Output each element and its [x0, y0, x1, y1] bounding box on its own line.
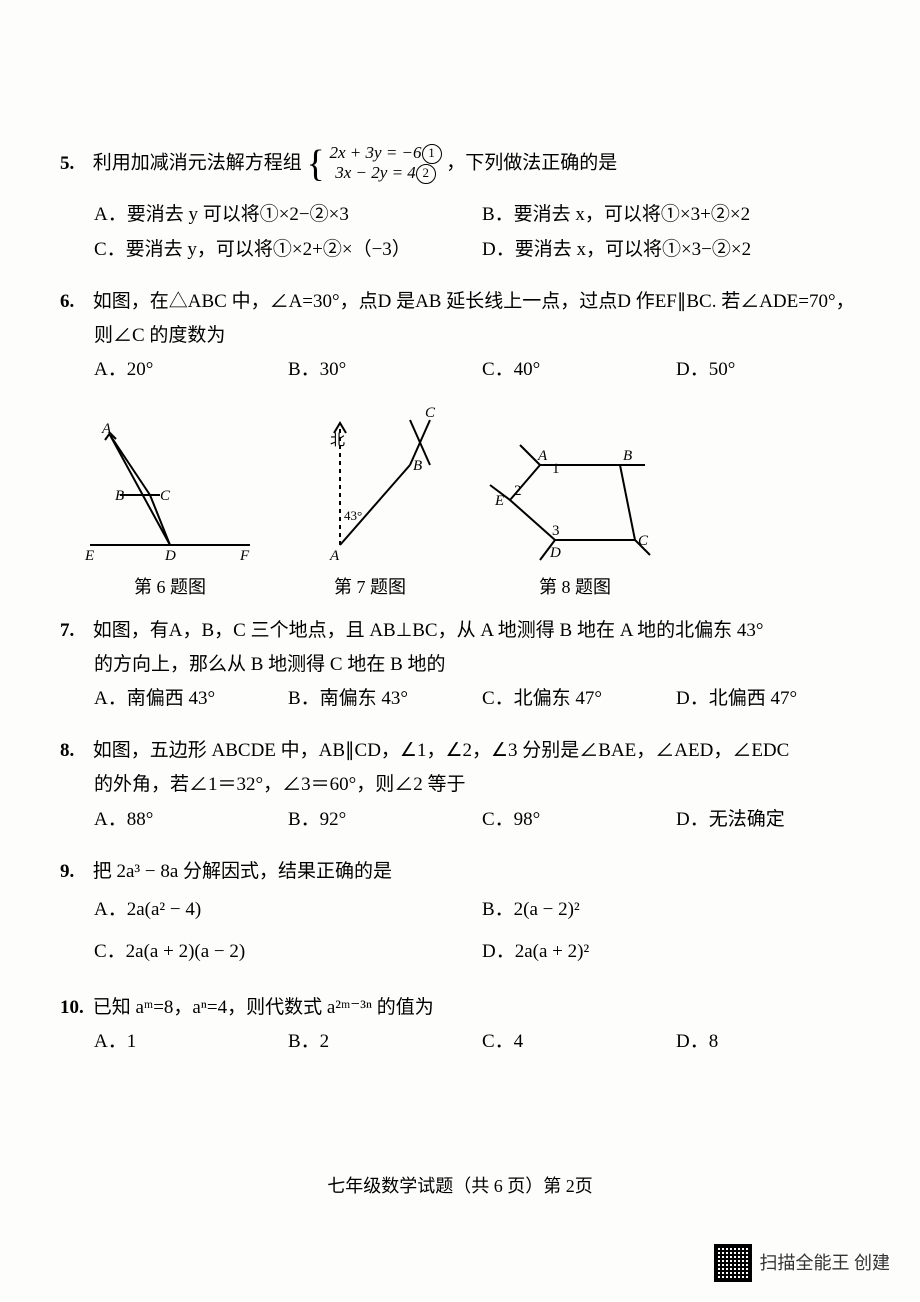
q6-stem: 如图，在△ABC 中，∠A=30°，点D 是AB 延长线上一点，过点D 作EF∥…: [93, 291, 855, 312]
q8-stem: 如图，五边形 ABCDE 中，AB∥CD，∠1，∠2，∠3 分别是∠BAE，∠A…: [93, 740, 790, 761]
figure-6-svg: A B C E D F: [80, 415, 260, 565]
svg-text:B: B: [115, 488, 124, 504]
q9-opt-b: B．2(a − 2)²: [482, 889, 870, 931]
svg-text:E: E: [494, 493, 504, 509]
svg-text:3: 3: [552, 523, 560, 539]
figure-8: A B C D E 1 2 3 第 8 题图: [480, 425, 670, 603]
svg-text:E: E: [84, 548, 94, 564]
q7-stem: 如图，有A，B，C 三个地点，且 AB⊥BC，从 A 地测得 B 地在 A 地的…: [93, 620, 764, 641]
q7-opt-a: A．南偏西 43°: [94, 682, 288, 716]
figure-row: A B C E D F 第 6 题图: [80, 405, 870, 603]
q6-opt-b: B．30°: [288, 353, 482, 387]
q10-opt-b: B．2: [288, 1025, 482, 1059]
q6-opt-a: A．20°: [94, 353, 288, 387]
q6-opt-d: D．50°: [676, 353, 870, 387]
svg-text:C: C: [638, 533, 649, 549]
q10-options: A．1 B．2 C．4 D．8: [60, 1025, 870, 1059]
q7-number: 7.: [60, 614, 88, 648]
q7-stem2: 的方向上，那么从 B 地测得 C 地在 B 地的: [60, 648, 870, 682]
q5-equation-system: 2x + 3y = −61 3x − 2y = 42: [330, 144, 442, 184]
q8-opt-c: C．98°: [482, 803, 676, 837]
q7-opt-c: C．北偏东 47°: [482, 682, 676, 716]
q5-opt-d: D．要消去 x，可以将①×3−②×2: [482, 233, 870, 267]
q5-opt-c: C．要消去 y，可以将①×2+②×（−3）: [94, 233, 482, 267]
question-5: 5. 利用加减消元法解方程组 { 2x + 3y = −61 3x − 2y =…: [60, 130, 870, 267]
svg-text:D: D: [164, 548, 176, 564]
svg-text:F: F: [239, 548, 250, 564]
angle-43-label: 43°: [344, 508, 362, 523]
q5-number: 5.: [60, 147, 88, 181]
circled-1: 1: [422, 144, 442, 164]
q8-opt-a: A．88°: [94, 803, 288, 837]
q5-options: A．要消去 y 可以将①×2−②×3 B．要消去 x，可以将①×3+②×2 C．…: [60, 198, 870, 266]
q9-stem: 把 2a³ − 8a 分解因式，结果正确的是: [93, 861, 392, 882]
circled-2: 2: [416, 164, 436, 184]
q8-stem2: 的外角，若∠1＝32°，∠3＝60°，则∠2 等于: [60, 768, 870, 802]
watermark-text: 扫描全能王 创建: [760, 1247, 891, 1279]
q10-opt-a: A．1: [94, 1025, 288, 1059]
q9-opt-a: A．2a(a² − 4): [94, 889, 482, 931]
q7-options: A．南偏西 43° B．南偏东 43° C．北偏东 47° D．北偏西 47°: [60, 682, 870, 716]
q10-opt-c: C．4: [482, 1025, 676, 1059]
scanner-watermark: 扫描全能王 创建: [714, 1244, 891, 1282]
qr-code-icon: [714, 1244, 752, 1282]
exam-page: 5. 利用加减消元法解方程组 { 2x + 3y = −61 3x − 2y =…: [0, 0, 920, 1302]
svg-text:D: D: [549, 545, 561, 561]
q5-stem-b: ，下列做法正确的是: [446, 153, 617, 174]
q9-opt-c: C．2a(a + 2)(a − 2): [94, 931, 482, 973]
q5-stem-a: 利用加减消元法解方程组: [93, 153, 302, 174]
q6-number: 6.: [60, 285, 88, 319]
q8-opt-d: D．无法确定: [676, 803, 870, 837]
brace-left: {: [307, 143, 325, 185]
figure-6: A B C E D F 第 6 题图: [80, 415, 260, 603]
question-6: 6. 如图，在△ABC 中，∠A=30°，点D 是AB 延长线上一点，过点D 作…: [60, 285, 870, 388]
q5-opt-b: B．要消去 x，可以将①×3+②×2: [482, 198, 870, 232]
q9-number: 9.: [60, 855, 88, 889]
q8-number: 8.: [60, 734, 88, 768]
q6-stem2: 则∠C 的度数为: [60, 319, 870, 353]
figure-8-svg: A B C D E 1 2 3: [480, 425, 670, 565]
figure-7-svg: A B C 北 43°: [300, 405, 440, 565]
question-10: 10. 已知 aᵐ=8，aⁿ=4，则代数式 a²ᵐ⁻³ⁿ 的值为 A．1 B．2…: [60, 991, 870, 1059]
q7-opt-d: D．北偏西 47°: [676, 682, 870, 716]
q6-opt-c: C．40°: [482, 353, 676, 387]
page-footer: 七年级数学试题（共 6 页）第 2页: [0, 1170, 920, 1202]
q6-options: A．20° B．30° C．40° D．50°: [60, 353, 870, 387]
svg-text:B: B: [413, 458, 422, 474]
q7-opt-b: B．南偏东 43°: [288, 682, 482, 716]
q5-opt-a: A．要消去 y 可以将①×2−②×3: [94, 198, 482, 232]
q9-options: A．2a(a² − 4) B．2(a − 2)² C．2a(a + 2)(a −…: [60, 889, 870, 973]
q8-options: A．88° B．92° C．98° D．无法确定: [60, 803, 870, 837]
figure-7: A B C 北 43° 第 7 题图: [300, 405, 440, 603]
q10-number: 10.: [60, 991, 88, 1025]
svg-text:A: A: [537, 448, 548, 464]
svg-text:C: C: [160, 488, 171, 504]
svg-text:A: A: [329, 548, 340, 564]
svg-text:A: A: [101, 421, 112, 437]
question-8: 8. 如图，五边形 ABCDE 中，AB∥CD，∠1，∠2，∠3 分别是∠BAE…: [60, 734, 870, 837]
q10-stem: 已知 aᵐ=8，aⁿ=4，则代数式 a²ᵐ⁻³ⁿ 的值为: [93, 997, 434, 1018]
q8-opt-b: B．92°: [288, 803, 482, 837]
q9-opt-d: D．2a(a + 2)²: [482, 931, 870, 973]
question-9: 9. 把 2a³ − 8a 分解因式，结果正确的是 A．2a(a² − 4) B…: [60, 855, 870, 973]
figure-6-caption: 第 6 题图: [80, 571, 260, 603]
q10-opt-d: D．8: [676, 1025, 870, 1059]
figure-8-caption: 第 8 题图: [480, 571, 670, 603]
svg-text:B: B: [623, 448, 632, 464]
svg-text:2: 2: [514, 483, 522, 499]
compass-north-label: 北: [330, 432, 345, 449]
svg-text:1: 1: [552, 461, 560, 477]
question-7: 7. 如图，有A，B，C 三个地点，且 AB⊥BC，从 A 地测得 B 地在 A…: [60, 614, 870, 717]
figure-7-caption: 第 7 题图: [300, 571, 440, 603]
svg-text:C: C: [425, 405, 436, 421]
